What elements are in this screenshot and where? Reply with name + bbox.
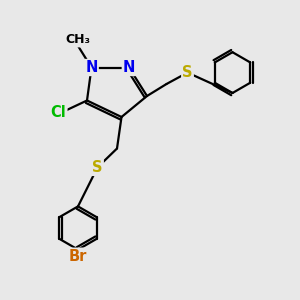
Text: N: N xyxy=(85,60,98,75)
Text: Cl: Cl xyxy=(51,105,66,120)
Text: N: N xyxy=(123,60,135,75)
Text: S: S xyxy=(92,160,103,175)
Text: CH₃: CH₃ xyxy=(65,33,91,46)
Text: Br: Br xyxy=(69,249,87,264)
Text: S: S xyxy=(182,65,193,80)
